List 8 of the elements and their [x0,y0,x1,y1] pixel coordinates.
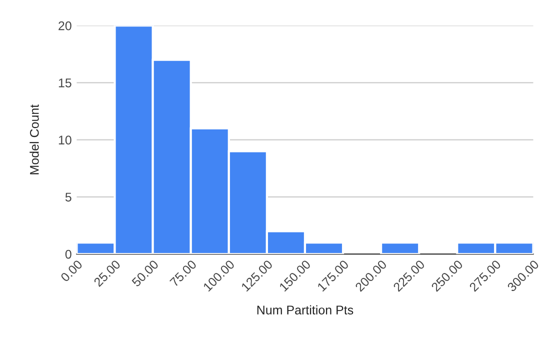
y-tick-label: 20 [58,21,72,30]
x-axis-title: Num Partition Pts [257,305,354,314]
y-tick-label: 10 [58,136,72,144]
x-tick-label: 0.00 [60,259,83,282]
y-tick-label: 15 [58,78,72,88]
y-tick-label: 0 [65,250,72,259]
y-tick-label: 5 [65,192,72,202]
y-axis-title: Model Count [30,104,39,174]
